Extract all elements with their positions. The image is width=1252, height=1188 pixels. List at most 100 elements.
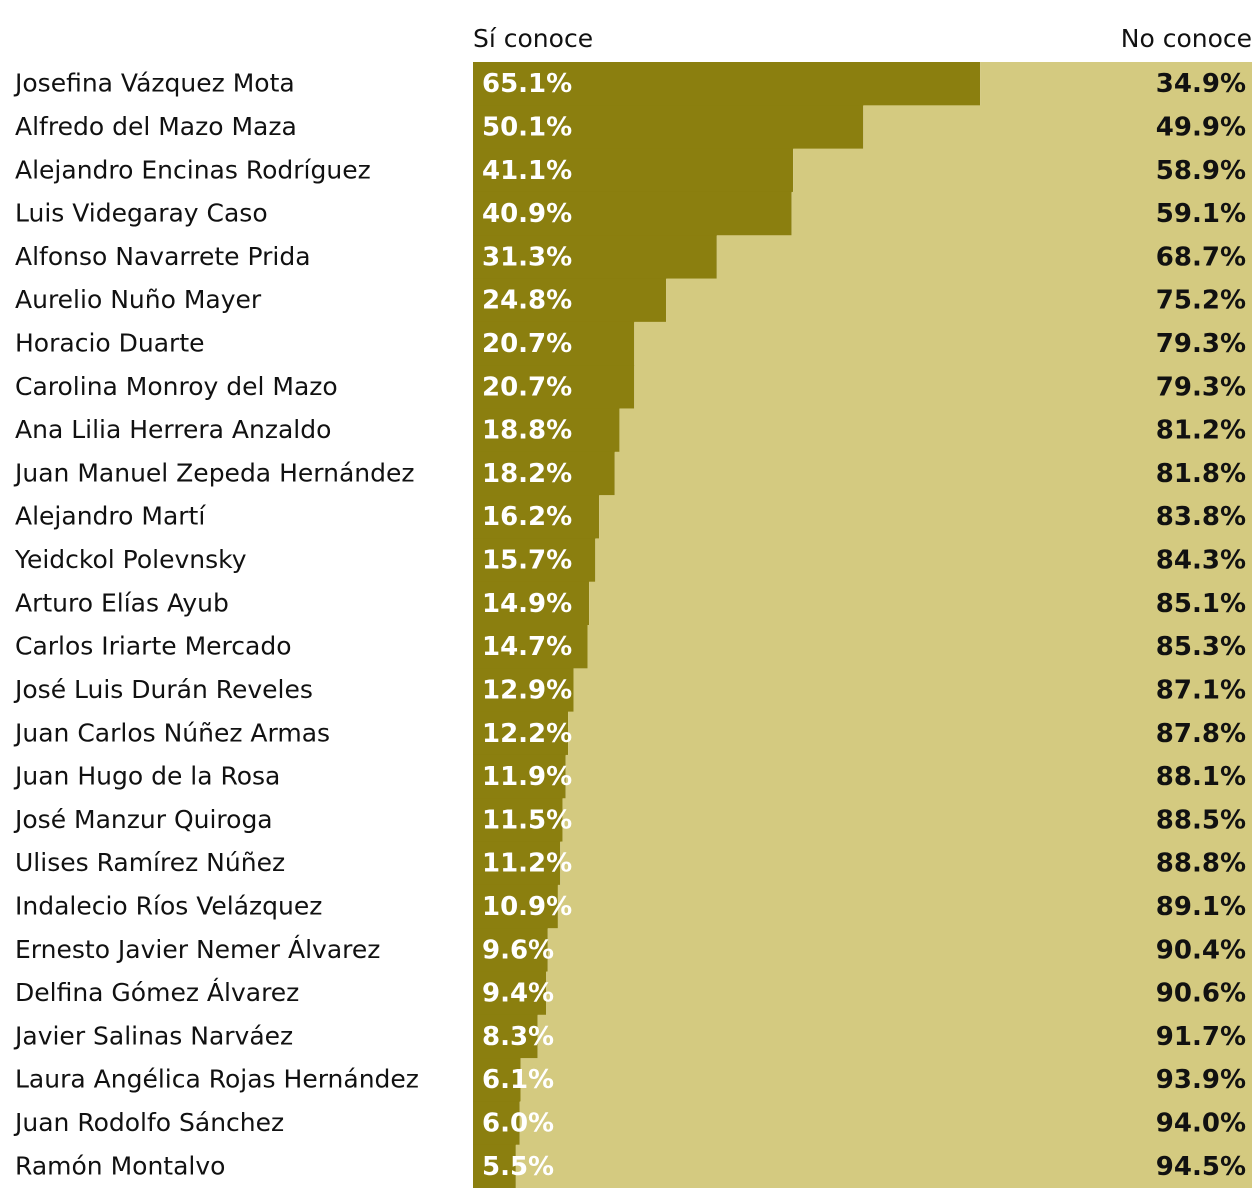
bar-segment (537, 1014, 1252, 1059)
category-label: Carlos Iriarte Mercado (15, 632, 292, 661)
category-label: Juan Manuel Zepeda Hernández (13, 458, 414, 487)
value-label: 15.7% (482, 546, 572, 576)
category-label: Laura Angélica Rojas Hernández (15, 1065, 419, 1094)
value-label: 9.4% (482, 979, 554, 1009)
category-label: Juan Rodolfo Sánchez (13, 1108, 284, 1137)
bar-segment (547, 928, 1252, 972)
category-label: Arturo Elías Ayub (15, 588, 229, 617)
bar-segment (473, 841, 561, 886)
bar-segment (473, 884, 558, 929)
value-label: 85.3% (1156, 632, 1246, 662)
bar-segment (473, 668, 574, 713)
value-label: 84.3% (1156, 546, 1246, 576)
value-label: 59.1% (1156, 199, 1246, 229)
bar-segment (473, 754, 566, 799)
bar-segment (595, 538, 1252, 583)
bar-segment (473, 1058, 521, 1102)
value-label: 14.7% (482, 632, 572, 662)
bar-segment (473, 278, 667, 323)
value-label: 20.7% (482, 372, 572, 402)
value-label: 40.9% (482, 199, 572, 229)
bar-segment (473, 711, 569, 756)
category-label: Yeidckol Polevnsky (14, 545, 247, 574)
bar-segment (473, 321, 635, 366)
bar-segment (666, 278, 1252, 323)
value-label: 79.3% (1156, 372, 1246, 402)
bar-segment (473, 235, 717, 280)
bar-segment (473, 798, 563, 843)
bar-segment (473, 365, 635, 409)
bar-segment (863, 105, 1252, 150)
category-label: Alejandro Martí (15, 502, 206, 531)
bar-segment (473, 495, 600, 539)
bar-segment (573, 668, 1252, 713)
value-label: 85.1% (1156, 589, 1246, 619)
value-label: 6.0% (482, 1109, 554, 1139)
bar-segment (587, 625, 1252, 669)
category-label: José Luis Durán Reveles (13, 675, 313, 704)
value-label: 12.2% (482, 719, 572, 749)
category-label: Juan Carlos Núñez Armas (13, 718, 330, 747)
value-label: 65.1% (482, 69, 572, 99)
bar-segment (791, 191, 1252, 236)
value-label: 12.9% (482, 675, 572, 705)
bar-segment (589, 581, 1252, 626)
bar-segment (980, 62, 1252, 106)
bar-segment (473, 1144, 516, 1188)
value-label: 9.6% (482, 935, 554, 965)
bar-segment (599, 495, 1252, 539)
category-label: Ulises Ramírez Núñez (15, 848, 285, 877)
bar-segment (519, 1101, 1252, 1146)
bar-segment (473, 148, 794, 193)
category-label: Alfredo del Mazo Maza (15, 112, 297, 141)
value-label: 75.2% (1156, 286, 1246, 316)
value-label: 94.0% (1156, 1109, 1246, 1139)
value-label: 11.9% (482, 762, 572, 792)
legend-label: No conoce (1121, 24, 1252, 53)
bar-segment (634, 365, 1252, 409)
bar-segment (473, 408, 620, 453)
category-label: Aurelio Nuño Mayer (15, 285, 262, 314)
value-label: 24.8% (482, 286, 572, 316)
value-label: 11.2% (482, 849, 572, 879)
category-label: Carolina Monroy del Mazo (15, 372, 338, 401)
value-label: 6.1% (482, 1065, 554, 1095)
value-label: 49.9% (1156, 112, 1246, 142)
category-label: Ramón Montalvo (15, 1151, 225, 1180)
value-label: 8.3% (482, 1022, 554, 1052)
bar-segment (473, 1014, 538, 1059)
value-label: 50.1% (482, 112, 572, 142)
category-label: Indalecio Ríos Velázquez (15, 892, 322, 921)
bar-segment (565, 754, 1252, 799)
value-label: 88.1% (1156, 762, 1246, 792)
value-label: 94.5% (1156, 1152, 1246, 1182)
category-label: José Manzur Quiroga (13, 805, 273, 834)
category-label: Javier Salinas Narváez (13, 1021, 293, 1050)
bar-segment (473, 451, 615, 496)
bar-segment (560, 841, 1252, 886)
bar-segment (473, 538, 596, 583)
value-label: 83.8% (1156, 502, 1246, 532)
bar-segment (473, 581, 590, 626)
category-label: Alejandro Encinas Rodríguez (15, 155, 371, 184)
category-label: Ernesto Javier Nemer Álvarez (15, 935, 380, 964)
bar-segment (473, 1101, 520, 1146)
bar-segment (473, 191, 792, 236)
value-label: 90.4% (1156, 935, 1246, 965)
bar-segment (473, 625, 588, 669)
value-label: 18.8% (482, 416, 572, 446)
value-label: 14.9% (482, 589, 572, 619)
category-label: Luis Videgaray Caso (15, 199, 268, 228)
value-label: 88.8% (1156, 849, 1246, 879)
category-label: Alfonso Navarrete Prida (15, 242, 311, 271)
value-label: 88.5% (1156, 805, 1246, 835)
value-label: 90.6% (1156, 979, 1246, 1009)
bar-segment (515, 1144, 1252, 1188)
bar-segment (473, 105, 864, 150)
bar-segment (614, 451, 1252, 496)
bar-segment (557, 884, 1252, 929)
value-label: 5.5% (482, 1152, 554, 1182)
value-label: 41.1% (482, 156, 572, 186)
bar-segment (473, 971, 547, 1016)
